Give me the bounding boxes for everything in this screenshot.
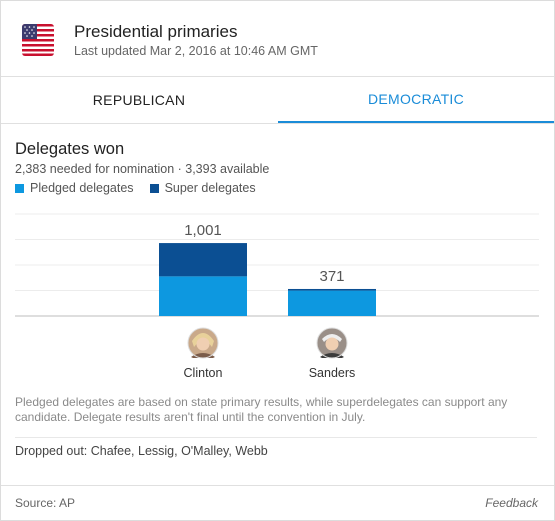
candidate-label-clinton: Clinton — [184, 366, 223, 380]
delegates-chart: 1,001 Clinton 371 Sanders — [15, 206, 539, 386]
bar-sanders-pledged — [288, 290, 376, 316]
chart-legend: Pledged delegates Super delegates — [15, 181, 256, 195]
card-title: Presidential primaries — [74, 22, 238, 41]
feedback-link[interactable]: Feedback — [485, 496, 538, 510]
footer-divider — [1, 485, 554, 486]
source-text: Source: AP — [15, 496, 76, 510]
legend-super: Super delegates — [149, 181, 256, 195]
avatar-clinton — [187, 327, 219, 359]
divider — [15, 437, 537, 438]
avatar-sanders — [316, 327, 348, 359]
legend-pledged: Pledged delegates — [15, 181, 134, 195]
bar-sanders-super — [288, 288, 376, 291]
party-tabs: REPUBLICAN DEMOCRATIC — [1, 76, 554, 124]
delegates-note: Pledged delegates are based on state pri… — [15, 395, 508, 424]
legend-pledged-label: Pledged delegates — [30, 181, 134, 195]
bar-clinton-super — [159, 243, 247, 277]
delegates-chart-svg: 1,001 Clinton 371 Sanders — [15, 213, 539, 380]
bar-clinton-pledged — [159, 276, 247, 316]
tab-democratic[interactable]: DEMOCRATIC — [278, 77, 554, 123]
legend-swatch-pledged — [15, 183, 24, 193]
last-updated: Last updated Mar 2, 2016 at 10:46 AM GMT — [74, 44, 318, 58]
data-label-sanders: 371 — [319, 268, 344, 285]
legend-swatch-super — [149, 183, 159, 193]
section-title: Delegates won — [15, 140, 125, 158]
legend-super-label: Super delegates — [164, 181, 256, 195]
section-subtitle: 2,383 needed for nomination · 3,393 avai… — [15, 162, 270, 176]
data-label-clinton: 1,001 — [184, 222, 222, 239]
candidate-label-sanders: Sanders — [309, 366, 356, 380]
dropped-out-text: Dropped out: Chafee, Lessig, O'Malley, W… — [15, 444, 268, 458]
card-header: Presidential primaries Last updated Mar … — [1, 1, 554, 76]
us-flag-icon — [22, 24, 54, 56]
tab-republican[interactable]: REPUBLICAN — [92, 92, 186, 108]
